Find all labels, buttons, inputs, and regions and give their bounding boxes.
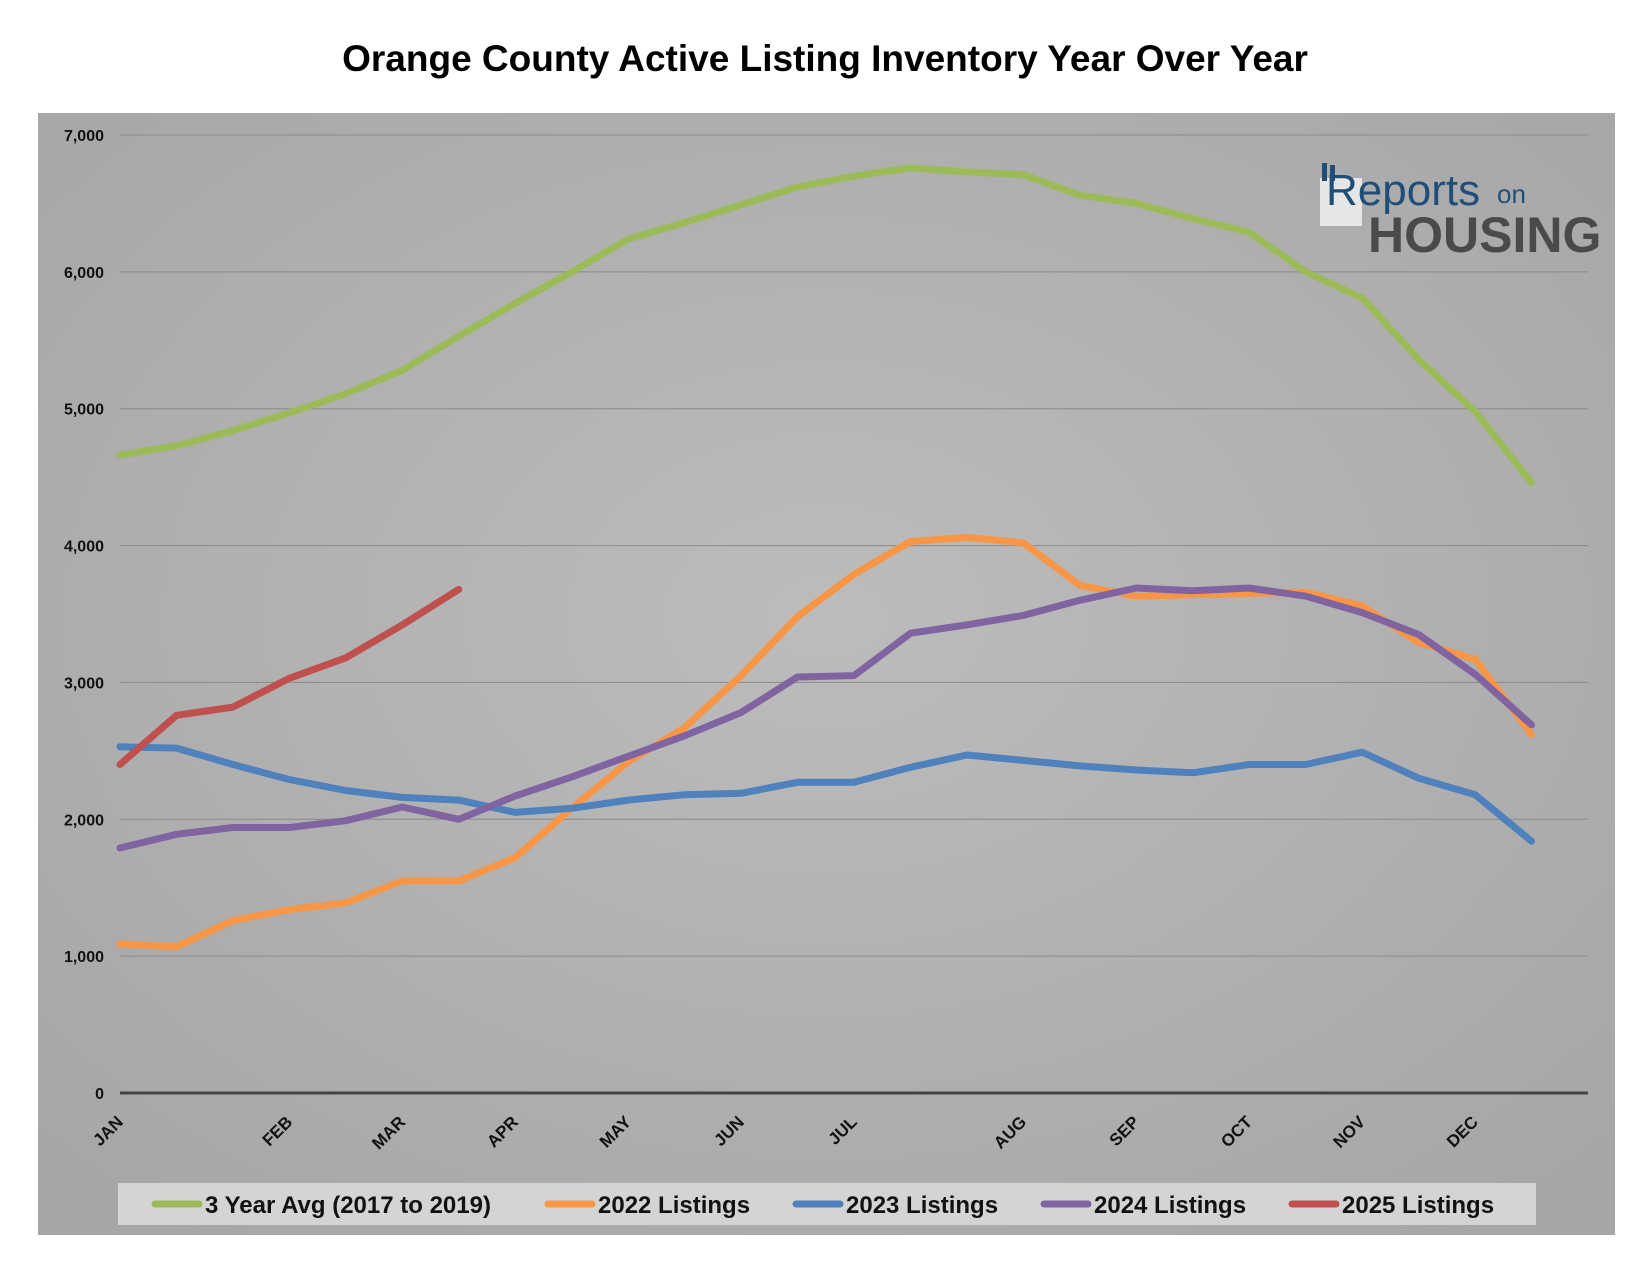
series-line-1 [116, 164, 1535, 487]
legend-label: 2025 Listings [1342, 1192, 1494, 1219]
legend-label: 2024 Listings [1094, 1192, 1246, 1219]
logo-bar-icon [1322, 163, 1327, 181]
legend-label: 3 Year Avg (2017 to 2019) [205, 1192, 491, 1219]
series-line-3 [116, 743, 1535, 845]
y-tick-label: 6,000 [64, 265, 104, 282]
logo-bar-icon [1330, 165, 1335, 181]
y-tick-label: 2,000 [64, 812, 104, 829]
legend-label: 2023 Listings [846, 1192, 998, 1219]
y-tick-label: 3,000 [64, 675, 104, 692]
logo-on-text: on [1497, 179, 1526, 209]
legend: 3 Year Avg (2017 to 2019) 2022 Listings 20… [118, 1183, 1536, 1225]
y-tick-label: 4,000 [64, 539, 104, 556]
logo-reports-text: Reports [1326, 166, 1480, 215]
series-line-5 [116, 585, 463, 768]
y-axis: 0 1,000 2,000 3,000 4,000 5,000 6,000 7,000 [64, 128, 104, 1103]
chart-title: Orange County Active Listing Inventory Y… [342, 38, 1308, 79]
reports-on-housing-logo: Reports on HOUSING [1320, 163, 1601, 263]
y-tick-label: 0 [95, 1086, 104, 1103]
legend-label: 2022 Listings [598, 1192, 750, 1219]
gridlines [120, 134, 1588, 1095]
series-line-4 [116, 584, 1535, 852]
y-tick-label: 5,000 [64, 402, 104, 419]
y-tick-label: 1,000 [64, 949, 104, 966]
y-tick-label: 7,000 [64, 128, 104, 145]
series-lines [116, 164, 1535, 951]
logo-square-icon [1320, 178, 1362, 226]
logo-housing-text: HOUSING [1368, 207, 1601, 263]
